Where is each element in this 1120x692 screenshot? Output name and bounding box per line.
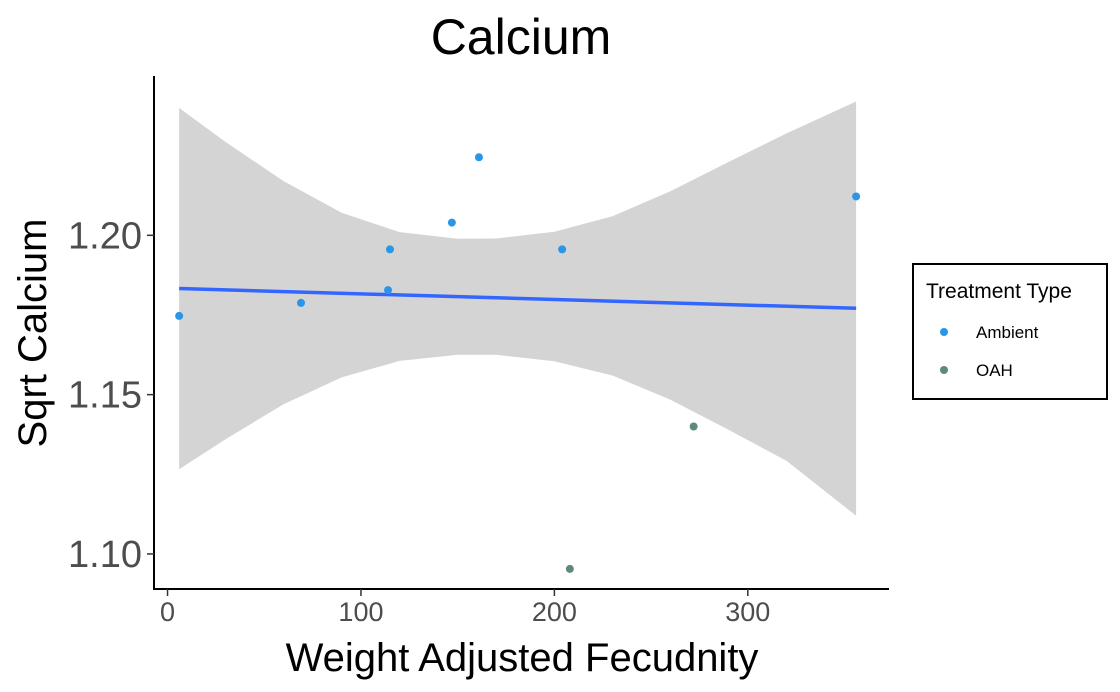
- y-tick-label: 1.15: [68, 375, 142, 417]
- x-tick-label: 100: [338, 597, 383, 627]
- trend-line-layer: [179, 286, 857, 311]
- y-tick-label: 1.10: [68, 534, 142, 576]
- trend-line: [179, 286, 857, 311]
- legend-entries: Ambient OAH: [940, 323, 1039, 380]
- data-point-ambient: [852, 192, 861, 201]
- x-tick-label: 300: [725, 597, 770, 627]
- legend: Treatment Type Ambient OAH: [912, 263, 1108, 400]
- data-point-ambient: [297, 298, 305, 307]
- legend-label-oah: OAH: [976, 361, 1013, 380]
- chart-title: Calcium: [431, 9, 612, 65]
- x-ticks-layer: 0 100 200 300: [160, 589, 770, 627]
- data-point-ambient: [474, 153, 483, 162]
- data-points-layer: [175, 153, 861, 573]
- data-point-ambient: [384, 286, 393, 295]
- y-tick-label: 1.20: [68, 215, 142, 257]
- y-ticks-layer: 1.10 1.15 1.20: [68, 215, 154, 576]
- data-point-oah: [565, 564, 574, 573]
- legend-key-oah: [940, 366, 948, 374]
- x-tick-label: 0: [160, 597, 175, 627]
- data-point-ambient: [447, 218, 456, 227]
- x-axis-title: Weight Adjusted Fecudnity: [286, 636, 759, 680]
- data-point-ambient: [558, 245, 567, 254]
- confidence-band: [179, 101, 857, 516]
- y-axis-title: Sqrt Calcium: [11, 219, 55, 448]
- confidence-band-layer: [179, 101, 857, 516]
- legend-title: Treatment Type: [926, 280, 1072, 303]
- legend-label-ambient: Ambient: [976, 323, 1039, 342]
- data-point-ambient: [385, 245, 394, 254]
- data-point-oah: [689, 422, 698, 431]
- data-point-ambient: [175, 311, 184, 320]
- legend-key-ambient: [940, 328, 948, 336]
- x-tick-label: 200: [532, 597, 577, 627]
